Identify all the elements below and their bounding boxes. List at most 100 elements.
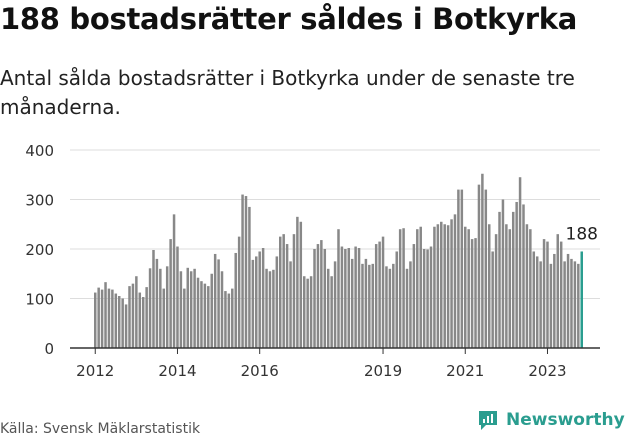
bar: [183, 288, 186, 348]
bar: [426, 249, 429, 348]
bar: [570, 258, 573, 348]
bar: [207, 286, 210, 348]
bar: [309, 276, 313, 348]
bar: [220, 271, 224, 348]
bar: [371, 263, 375, 348]
bar: [135, 276, 138, 348]
bar: [141, 297, 145, 348]
bar: [296, 216, 299, 348]
bar: [148, 268, 152, 348]
bar: [265, 268, 268, 348]
y-tick-label: 400: [25, 142, 54, 160]
bar: [522, 204, 525, 348]
bar: [282, 234, 285, 348]
bar: [176, 246, 179, 348]
bar: [440, 221, 443, 348]
bar: [563, 261, 566, 348]
bar: [117, 296, 121, 348]
bar: [539, 261, 542, 348]
bar: [525, 224, 529, 348]
bar: [549, 263, 553, 348]
newsworthy-logo-icon: [479, 411, 497, 430]
bar: [553, 253, 556, 348]
bar: [248, 206, 251, 348]
brand-logo[interactable]: Newsworthy: [476, 408, 625, 432]
bar: [111, 289, 114, 348]
y-tick-label: 0: [44, 340, 54, 358]
y-tick-label: 300: [25, 192, 54, 210]
bar: [546, 241, 549, 348]
bar: [392, 263, 395, 348]
bar: [477, 184, 481, 348]
bar: [162, 288, 166, 348]
bar: [535, 256, 539, 348]
bar: [100, 289, 104, 348]
bar: [491, 251, 494, 348]
bar: [333, 261, 337, 348]
bar: [203, 283, 207, 348]
bar: [474, 238, 477, 348]
bar: [501, 199, 505, 348]
bar: [381, 236, 385, 348]
bar: [364, 258, 368, 348]
bar: [306, 278, 309, 348]
bar: [285, 244, 289, 348]
bar: [464, 226, 467, 348]
bar: [255, 256, 258, 348]
bar: [409, 261, 412, 348]
bar: [279, 236, 282, 348]
bar: [511, 211, 515, 348]
bar: [416, 229, 419, 348]
bar: [268, 271, 272, 348]
y-tick-label: 200: [25, 241, 54, 259]
bar: [405, 268, 409, 348]
bar: [515, 201, 518, 348]
bar: [210, 273, 213, 348]
x-tick-label: 2012: [76, 362, 114, 380]
source-credit: Källa: Svensk Mäklarstatistik: [0, 421, 201, 437]
bar: [131, 283, 135, 348]
bar: [145, 287, 148, 348]
bar: [467, 229, 470, 348]
bar: [340, 246, 344, 348]
chart-title: 188 bostadsrätter såldes i Botkyrka: [0, 2, 578, 36]
bar: [508, 229, 512, 348]
highlight-value-label: 188: [566, 224, 598, 244]
bar: [398, 229, 402, 348]
bar: [378, 241, 381, 348]
bar: [289, 261, 292, 348]
bar: [186, 267, 190, 348]
bar: [193, 268, 196, 348]
bar: [172, 214, 176, 348]
bar: [388, 268, 392, 348]
bar: [97, 287, 100, 348]
bar: [320, 240, 323, 348]
bar: [251, 259, 255, 348]
bar: [395, 251, 398, 348]
bar: [165, 266, 169, 348]
bar: [234, 252, 237, 348]
bar: [138, 292, 142, 348]
bar: [104, 282, 107, 348]
bar: [460, 189, 464, 348]
bar: [487, 224, 491, 348]
bar: [258, 251, 261, 348]
bar: [124, 304, 128, 348]
bar: [244, 196, 248, 348]
y-tick-label: 100: [25, 291, 54, 309]
bar: [443, 224, 446, 348]
bar: [566, 253, 570, 348]
bar: [450, 219, 453, 348]
bar: [498, 211, 501, 348]
bar: [272, 269, 275, 348]
bar: [196, 277, 200, 348]
bar: [316, 244, 320, 348]
bar: [542, 239, 546, 348]
bar: [155, 258, 159, 348]
x-tick-label: 2019: [364, 362, 402, 380]
bar: [313, 249, 316, 348]
bar: [361, 263, 364, 348]
bar: [299, 221, 303, 348]
x-tick-label: 2021: [446, 362, 484, 380]
